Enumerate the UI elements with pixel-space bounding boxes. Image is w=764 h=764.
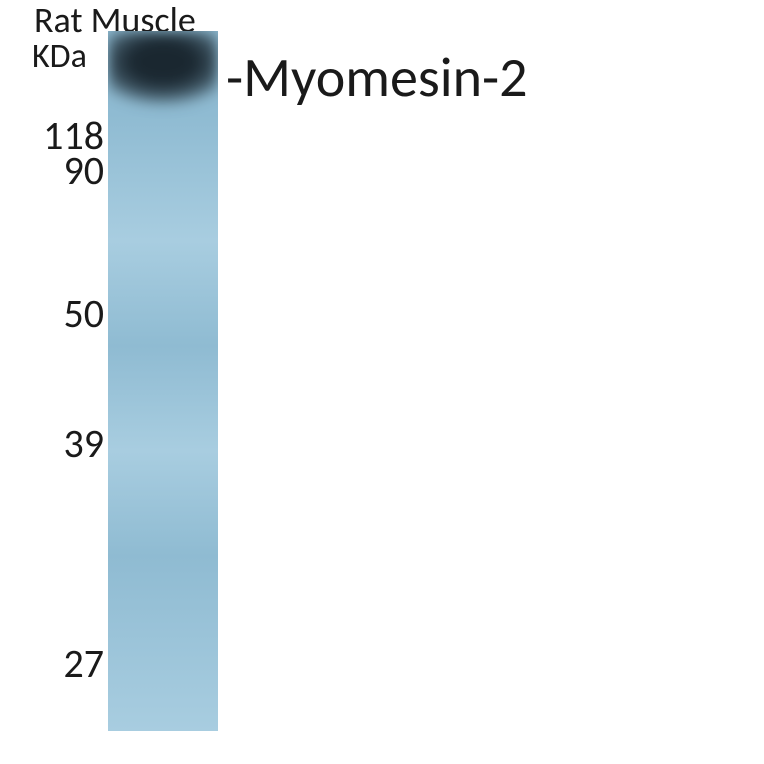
kda-unit-label: KDa [32, 36, 87, 77]
blot-lane [108, 31, 218, 731]
mw-marker-90: 90 [63, 146, 104, 195]
protein-band [108, 31, 218, 108]
mw-marker-50: 50 [63, 289, 104, 338]
mw-marker-39: 39 [63, 419, 104, 468]
lane-background [108, 31, 218, 731]
protein-name-label: -Myomesin-2 [226, 44, 528, 112]
blot-figure: Rat Muscle KDa -Myomesin-2 11890503927 [0, 0, 764, 764]
mw-marker-27: 27 [63, 639, 104, 688]
